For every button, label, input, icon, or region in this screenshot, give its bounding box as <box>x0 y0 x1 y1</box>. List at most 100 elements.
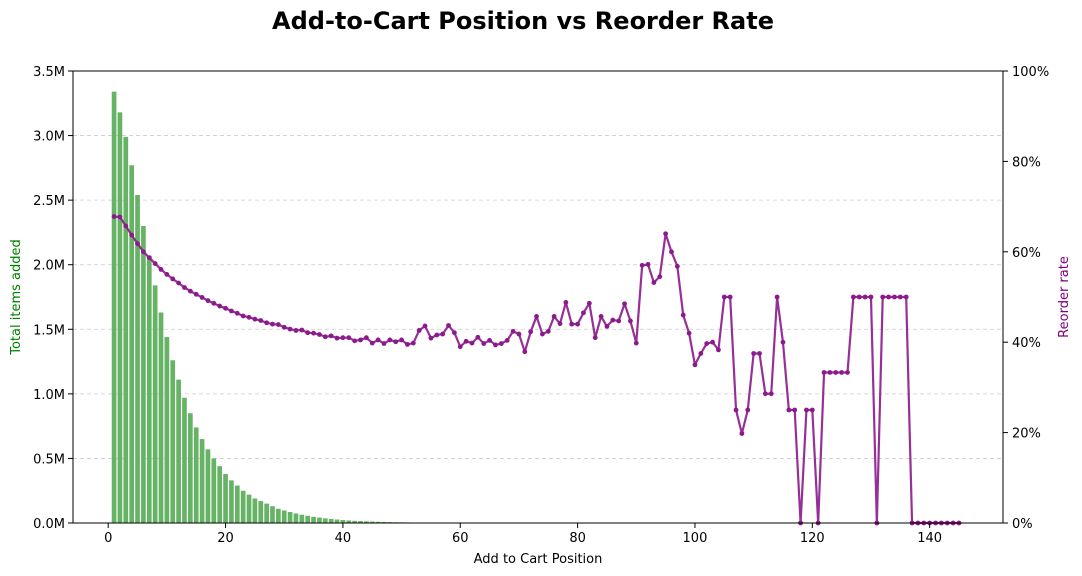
reorder-rate-point <box>393 339 399 345</box>
reorder-rate-point <box>275 322 281 327</box>
reorder-rate-point <box>287 326 293 332</box>
bar <box>123 136 129 523</box>
bar <box>381 521 387 523</box>
reorder-rate-point <box>387 337 393 343</box>
bar <box>141 225 146 523</box>
reorder-rate-point <box>299 327 305 333</box>
bar <box>364 521 369 523</box>
x-axis-label: Add to Cart Position <box>474 552 603 567</box>
x-axis-ticks: 0 20 40 60 80 100 120 140 <box>104 523 942 546</box>
reorder-rate-point <box>622 301 627 307</box>
reorder-rate-point <box>293 328 299 333</box>
reorder-rate-point <box>410 340 416 346</box>
y-right-axis-label: Reorder rate <box>1057 256 1072 338</box>
reorder-rate-point <box>305 330 311 336</box>
reorder-rate-point <box>645 262 651 267</box>
bar <box>240 490 246 523</box>
reorder-rate-point <box>628 318 633 324</box>
y-left-tick-label: 3.0M <box>33 130 65 145</box>
y-right-tick-label: 60% <box>1012 246 1041 261</box>
reorder-rate-point <box>322 334 328 340</box>
reorder-rate-point <box>845 370 850 375</box>
reorder-rate-point <box>692 362 698 368</box>
bar <box>375 521 381 523</box>
bar <box>182 397 187 523</box>
y-left-tick-label: 1.5M <box>33 323 65 338</box>
reorder-rate-point <box>563 300 569 305</box>
reorder-rate-point <box>557 321 563 327</box>
bar <box>311 516 316 523</box>
reorder-rate-point <box>657 274 663 280</box>
reorder-rate-point <box>352 338 358 344</box>
reorder-rate-point <box>346 335 352 341</box>
reorder-rate-point <box>481 341 487 346</box>
bar <box>158 312 164 523</box>
y-right-axis-ticks: 0% 20% 40% 60% 80% 100% <box>1003 65 1049 532</box>
x-tick-label: 120 <box>800 531 825 546</box>
reorder-rate-point <box>205 298 211 304</box>
reorder-rate-point <box>903 294 909 300</box>
reorder-rate-point <box>164 272 170 277</box>
reorder-rate-point <box>264 320 270 326</box>
reorder-rate-point <box>727 294 733 300</box>
bar <box>146 255 152 523</box>
reorder-rate-point <box>504 337 510 343</box>
y-right-tick-label: 0% <box>1012 517 1033 532</box>
bar <box>276 508 281 523</box>
reorder-rate-point <box>862 294 868 300</box>
reorder-rate-point <box>199 295 205 300</box>
reorder-rate-point <box>451 330 457 336</box>
reorder-rate-point <box>270 321 275 327</box>
chart-title: Add-to-Cart Position vs Reorder Rate <box>272 7 774 35</box>
reorder-rate-point <box>780 339 786 345</box>
reorder-rate-point <box>886 294 891 300</box>
reorder-rate-point <box>381 341 387 346</box>
reorder-rate-point <box>610 317 616 323</box>
reorder-rate-point <box>827 370 833 375</box>
bar <box>199 439 205 523</box>
reorder-rate-point <box>786 407 792 413</box>
reorder-rate-point <box>117 214 123 220</box>
reorder-rate-point <box>229 308 234 314</box>
reorder-rate-point <box>534 314 539 319</box>
reorder-rate-point <box>487 337 492 343</box>
bar <box>229 480 234 523</box>
reorder-rate-point <box>833 370 839 375</box>
reorder-rate-point <box>510 328 516 334</box>
reorder-rate-point <box>528 329 534 335</box>
bars-total-items-added <box>111 91 434 524</box>
reorder-rate-point <box>674 263 680 269</box>
reorder-rate-point <box>897 294 903 300</box>
reorder-rate-point <box>868 294 874 300</box>
bar <box>176 379 181 523</box>
reorder-rate-point <box>170 276 176 282</box>
reorder-rate-point <box>804 407 809 413</box>
reorder-rate-point <box>311 330 316 336</box>
reorder-rate-point <box>762 391 768 397</box>
reorder-rate-point <box>258 318 264 323</box>
reorder-rate-point <box>469 340 475 346</box>
reorder-rate-point <box>545 328 551 334</box>
reorder-rate-point <box>182 285 187 290</box>
reorder-rate-point <box>358 337 363 343</box>
bar <box>129 165 135 523</box>
reorder-rate-point <box>152 261 158 266</box>
reorder-rate-point <box>633 340 639 346</box>
reorder-rate-point <box>176 280 182 286</box>
y-right-tick-label: 80% <box>1012 155 1041 170</box>
bar <box>305 515 311 523</box>
reorder-rate-point <box>721 294 727 300</box>
bar <box>358 521 363 523</box>
bar <box>258 501 264 523</box>
reorder-rate-point <box>586 300 592 306</box>
reorder-rate-point <box>751 351 757 356</box>
reorder-rate-point <box>440 331 446 337</box>
bar <box>293 513 299 523</box>
reorder-rate-point <box>569 321 575 327</box>
reorder-rate-point <box>616 318 622 324</box>
reorder-rate-point <box>428 335 434 341</box>
bar <box>234 485 240 523</box>
reorder-rate-point <box>158 267 164 272</box>
reorder-rate-point <box>581 310 586 316</box>
bar <box>281 510 287 523</box>
